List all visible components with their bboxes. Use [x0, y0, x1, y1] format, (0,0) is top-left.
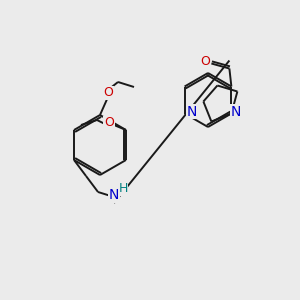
Text: O: O: [200, 55, 210, 68]
Text: H: H: [118, 182, 128, 196]
Text: O: O: [104, 116, 114, 130]
Text: N: N: [109, 188, 119, 202]
Text: N: N: [186, 104, 197, 118]
Text: N: N: [230, 104, 241, 118]
Text: O: O: [103, 86, 113, 100]
